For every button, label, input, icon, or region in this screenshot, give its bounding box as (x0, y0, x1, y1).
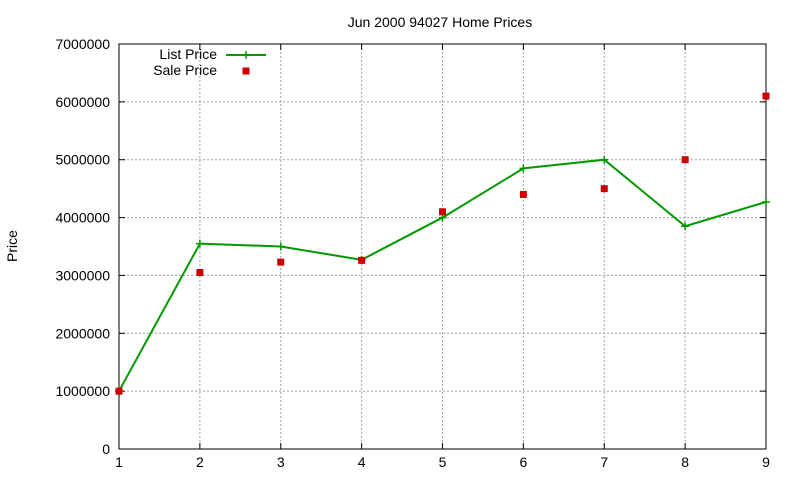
data-point-square (600, 185, 608, 193)
y-axis-label: Price (4, 230, 20, 262)
data-point-plus (276, 242, 285, 251)
series-group (115, 92, 770, 396)
data-point-plus (762, 197, 770, 206)
legend-label: Sale Price (153, 62, 217, 78)
x-tick-label: 3 (277, 454, 285, 470)
data-point-square (519, 190, 527, 198)
chart-title: Jun 2000 94027 Home Prices (348, 14, 532, 30)
grid (119, 44, 766, 449)
x-tick-label: 1 (115, 454, 123, 470)
data-point-plus (195, 239, 204, 248)
data-point-plus (519, 164, 528, 173)
data-point-square (439, 208, 446, 216)
y-tick-label: 7000000 (55, 36, 110, 52)
y-tick-label: 6000000 (55, 94, 110, 110)
x-tick-label: 7 (600, 454, 608, 470)
data-point-square (358, 256, 366, 264)
y-axis-ticks: 0 1000000 2000000 3000000 4000000 5000000 6000… (55, 36, 766, 457)
x-tick-label: 2 (196, 454, 204, 470)
data-point-square (762, 92, 770, 100)
y-tick-label: 0 (102, 441, 110, 457)
y-tick-label: 2000000 (55, 325, 110, 341)
legend-label: List Price (159, 46, 217, 62)
data-point-square (196, 269, 204, 277)
series-sale-price (115, 92, 770, 395)
y-tick-label: 1000000 (55, 383, 110, 399)
y-tick-label: 3000000 (55, 267, 110, 283)
y-tick-label: 5000000 (55, 152, 110, 168)
data-point-plus (681, 222, 690, 231)
x-tick-label: 4 (358, 454, 366, 470)
data-point-square (277, 258, 285, 266)
x-axis-ticks: 1 2 3 4 5 6 7 8 9 (115, 44, 770, 470)
data-point-plus (600, 155, 609, 164)
data-point-square (115, 387, 123, 395)
y-tick-label: 4000000 (55, 210, 110, 226)
x-tick-label: 6 (519, 454, 527, 470)
legend-plus-marker (242, 51, 250, 59)
x-tick-label: 5 (439, 454, 447, 470)
legend-square-marker (242, 67, 250, 75)
x-tick-label: 8 (681, 454, 689, 470)
data-point-square (681, 156, 689, 164)
x-tick-label: 9 (762, 454, 770, 470)
